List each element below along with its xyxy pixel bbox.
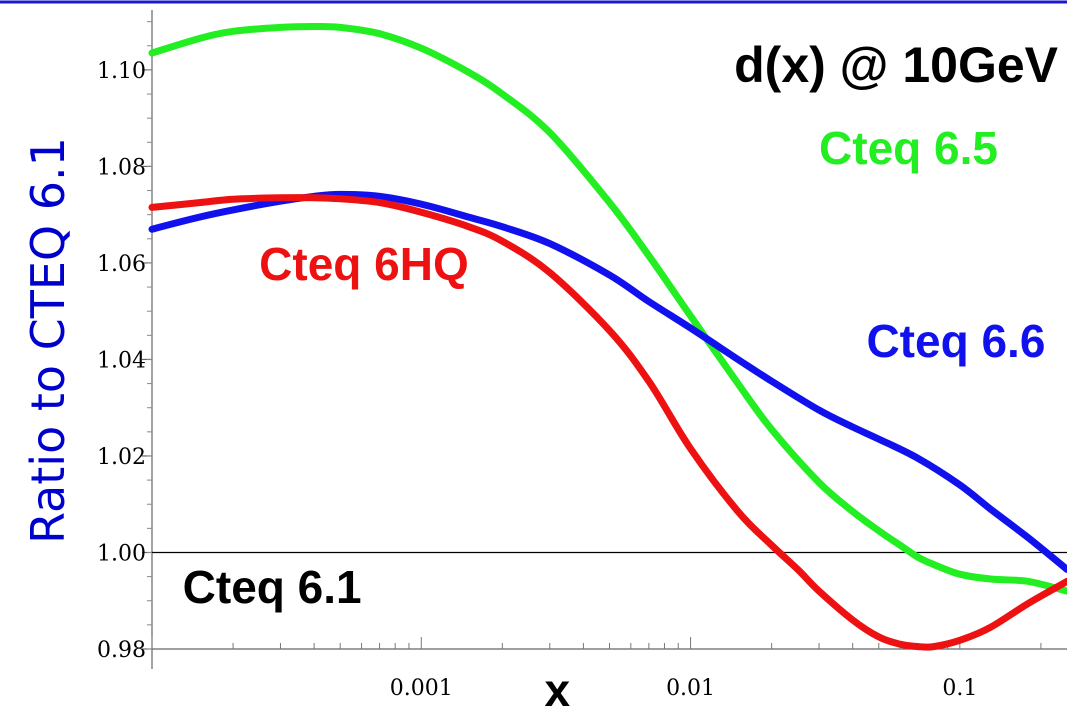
- series-line-cteq-6-5: [148, 22, 1067, 595]
- series-line-cteq-6hq: [148, 194, 1067, 651]
- series-label-cteq-6hq: Cteq 6HQ: [259, 238, 469, 290]
- y-tick-label: 0.98: [97, 638, 146, 663]
- series-label-cteq-6-5: Cteq 6.5: [819, 122, 998, 174]
- y-tick-label: 1.04: [97, 348, 146, 373]
- chart-title: d(x) @ 10GeV: [734, 37, 1059, 93]
- y-tick-label: 1.06: [97, 252, 146, 277]
- y-axis-title: Ratio to CTEQ 6.1: [21, 137, 75, 544]
- y-tick-label: 1.10: [97, 59, 146, 84]
- x-tick-label: 0.001: [390, 676, 453, 701]
- text-labels: d(x) @ 10GeV Ratio to CTEQ 6.1 x Cteq 6.…: [21, 37, 1059, 714]
- y-tick-label: 1.08: [97, 155, 146, 180]
- series-label-cteq-6-6: Cteq 6.6: [866, 315, 1045, 367]
- y-tick-label: 1.00: [97, 541, 146, 566]
- tick-marks: 0.98 1.00 1.02 1.04 1.06 1.08 1.10 0.001 0.01 0.1: [97, 21, 1042, 701]
- x-tick-label: 0.01: [666, 676, 715, 701]
- series-lines: [148, 22, 1067, 651]
- reference-line-label: Cteq 6.1: [183, 561, 362, 613]
- x-axis-title: x: [545, 664, 571, 714]
- y-tick-label: 1.02: [97, 445, 146, 470]
- x-tick-label: 0.1: [942, 676, 977, 701]
